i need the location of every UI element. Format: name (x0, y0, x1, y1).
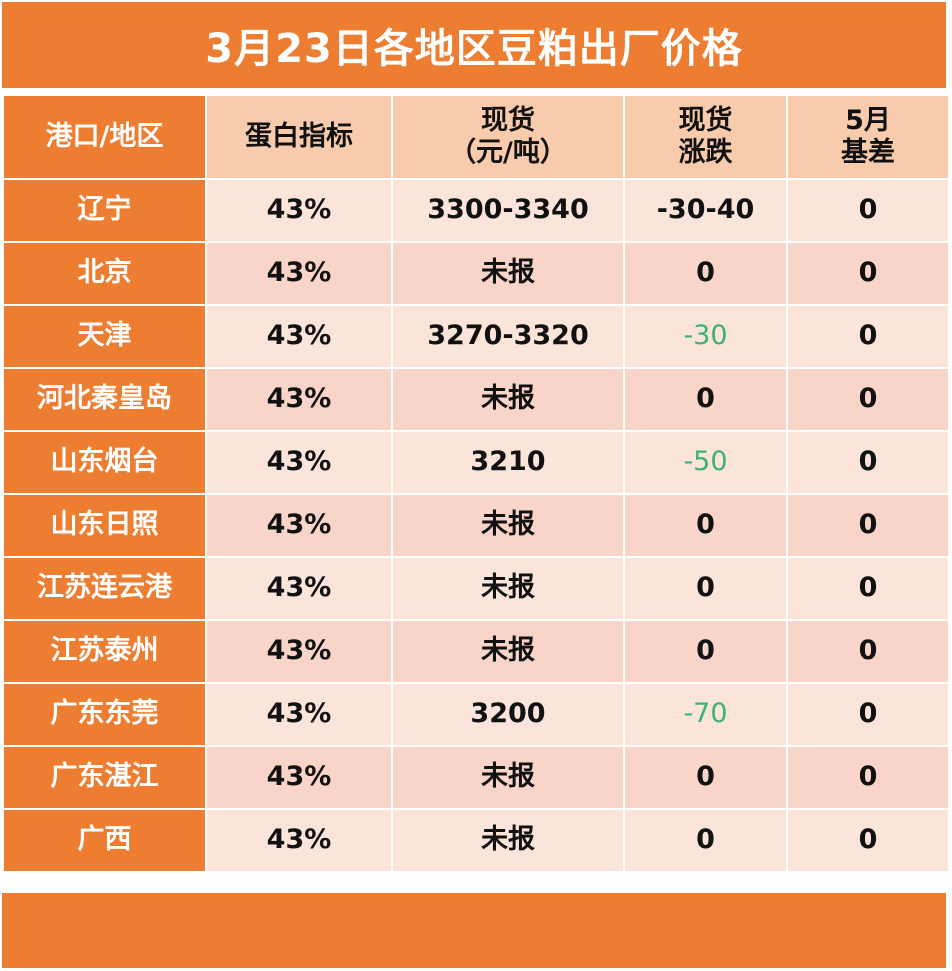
table-row: 广西 43% 未报 0 0 (2, 808, 950, 873)
price-change-cell: 0 (623, 556, 788, 621)
spot-price-cell: 3200 (391, 682, 625, 747)
price-change-cell: 0 (623, 241, 788, 306)
header-basis-label-1: 5月 (845, 104, 891, 136)
basis-cell: 0 (786, 556, 950, 621)
price-change-cell: 0 (623, 745, 788, 810)
protein-cell: 43% (205, 682, 393, 747)
region-cell: 江苏连云港 (2, 556, 207, 621)
table-row: 山东烟台 43% 3210 -50 0 (2, 430, 950, 495)
price-change-cell: 0 (623, 808, 788, 873)
spot-price-cell: 未报 (391, 493, 625, 558)
protein-cell: 43% (205, 367, 393, 432)
price-change-cell: 0 (623, 367, 788, 432)
basis-cell: 0 (786, 619, 950, 684)
basis-cell: 0 (786, 304, 950, 369)
protein-cell: 43% (205, 619, 393, 684)
price-table: 港口/地区 蛋白指标 现货 （元/吨） 现货 涨跌 5月 基差 辽 (2, 94, 950, 873)
header-change-label-2: 涨跌 (678, 137, 733, 168)
table-row: 河北秦皇岛 43% 未报 0 0 (2, 367, 950, 432)
spot-price-cell: 未报 (391, 619, 625, 684)
header-change: 现货 涨跌 (623, 94, 788, 180)
page-title: 3月23日各地区豆粕出厂价格 (2, 2, 946, 88)
table-row: 广东东莞 43% 3200 -70 0 (2, 682, 950, 747)
region-cell: 山东烟台 (2, 430, 207, 495)
price-change-cell: -30 (623, 304, 788, 369)
header-spot-label: 现货 (481, 104, 535, 136)
protein-cell: 43% (205, 745, 393, 810)
header-protein-label: 蛋白指标 (245, 120, 353, 152)
basis-cell: 0 (786, 682, 950, 747)
spot-price-cell: 3210 (391, 430, 625, 495)
table-header-row: 港口/地区 蛋白指标 现货 （元/吨） 现货 涨跌 5月 基差 (2, 94, 950, 180)
region-cell: 江苏泰州 (2, 619, 207, 684)
basis-cell: 0 (786, 745, 950, 810)
region-cell: 河北秦皇岛 (2, 367, 207, 432)
price-change-cell: -70 (623, 682, 788, 747)
basis-cell: 0 (786, 493, 950, 558)
region-cell: 北京 (2, 241, 207, 306)
protein-cell: 43% (205, 241, 393, 306)
spot-price-cell: 未报 (391, 808, 625, 873)
header-basis-label-2: 基差 (841, 137, 895, 168)
protein-cell: 43% (205, 430, 393, 495)
table-row: 北京 43% 未报 0 0 (2, 241, 950, 306)
region-cell: 山东日照 (2, 493, 207, 558)
header-region: 港口/地区 (2, 94, 207, 180)
price-change-cell: -30-40 (623, 178, 788, 243)
region-cell: 天津 (2, 304, 207, 369)
footer-bar (2, 893, 946, 968)
basis-cell: 0 (786, 241, 950, 306)
header-protein: 蛋白指标 (205, 94, 393, 180)
region-cell: 辽宁 (2, 178, 207, 243)
protein-cell: 43% (205, 556, 393, 621)
protein-cell: 43% (205, 178, 393, 243)
header-basis: 5月 基差 (786, 94, 950, 180)
basis-cell: 0 (786, 367, 950, 432)
basis-cell: 0 (786, 808, 950, 873)
table-row: 江苏泰州 43% 未报 0 0 (2, 619, 950, 684)
table-row: 辽宁 43% 3300-3340 -30-40 0 (2, 178, 950, 243)
table-row: 江苏连云港 43% 未报 0 0 (2, 556, 950, 621)
spot-price-cell: 未报 (391, 367, 625, 432)
region-cell: 广西 (2, 808, 207, 873)
region-cell: 广东东莞 (2, 682, 207, 747)
price-change-cell: 0 (623, 493, 788, 558)
header-spot-unit: （元/吨） (449, 137, 567, 168)
table-row: 天津 43% 3270-3320 -30 0 (2, 304, 950, 369)
basis-cell: 0 (786, 178, 950, 243)
header-spot: 现货 （元/吨） (391, 94, 625, 180)
spot-price-cell: 未报 (391, 745, 625, 810)
spot-price-cell: 未报 (391, 556, 625, 621)
protein-cell: 43% (205, 304, 393, 369)
header-region-label: 港口/地区 (45, 120, 164, 152)
spot-price-cell: 3300-3340 (391, 178, 625, 243)
protein-cell: 43% (205, 808, 393, 873)
spot-price-cell: 未报 (391, 241, 625, 306)
region-cell: 广东湛江 (2, 745, 207, 810)
protein-cell: 43% (205, 493, 393, 558)
table-row: 山东日照 43% 未报 0 0 (2, 493, 950, 558)
table-row: 广东湛江 43% 未报 0 0 (2, 745, 950, 810)
price-change-cell: -50 (623, 430, 788, 495)
table-body: 辽宁 43% 3300-3340 -30-40 0 北京 43% 未报 0 0 天津 43% 3270-… (2, 178, 950, 873)
header-change-label-1: 现货 (678, 104, 733, 136)
basis-cell: 0 (786, 430, 950, 495)
price-change-cell: 0 (623, 619, 788, 684)
spot-price-cell: 3270-3320 (391, 304, 625, 369)
